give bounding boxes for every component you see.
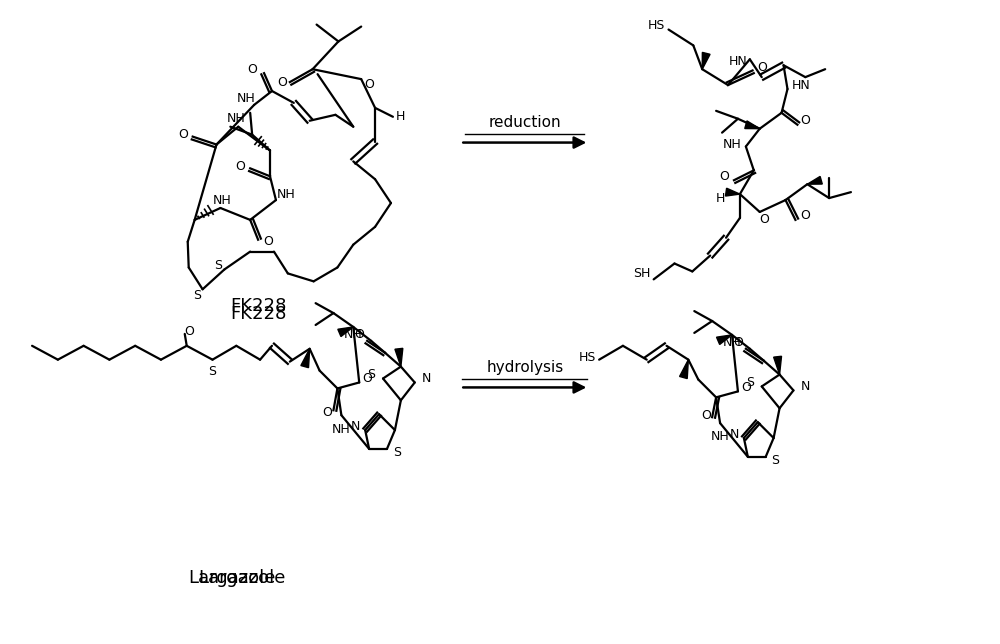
Text: O: O	[800, 114, 810, 128]
Text: O: O	[719, 170, 729, 183]
Text: S: S	[746, 376, 754, 389]
Text: HS: HS	[648, 19, 665, 32]
Text: O: O	[741, 381, 751, 394]
Text: S: S	[393, 446, 401, 459]
Text: O: O	[184, 325, 194, 338]
Text: O: O	[178, 128, 188, 141]
Text: NH: NH	[723, 138, 741, 151]
Text: NH: NH	[711, 430, 729, 444]
Text: reduction: reduction	[488, 115, 561, 129]
Polygon shape	[774, 356, 782, 375]
Text: NH: NH	[213, 194, 232, 207]
Text: H: H	[396, 110, 406, 123]
Text: HN: HN	[729, 55, 747, 68]
Polygon shape	[702, 52, 710, 69]
Text: NH: NH	[332, 422, 351, 435]
Text: NH: NH	[344, 328, 363, 341]
Text: SH: SH	[633, 267, 650, 280]
Text: O: O	[323, 406, 332, 419]
Text: Largazole: Largazole	[199, 569, 286, 587]
Text: Largazole: Largazole	[189, 569, 276, 587]
Polygon shape	[717, 335, 732, 345]
Text: NH: NH	[237, 93, 256, 106]
Text: FK228: FK228	[230, 297, 286, 315]
Text: O: O	[277, 75, 287, 89]
Text: S: S	[772, 454, 780, 468]
Text: O: O	[800, 209, 810, 222]
Text: S: S	[209, 365, 217, 378]
Text: O: O	[364, 77, 374, 91]
Text: N: N	[422, 372, 431, 385]
Text: S: S	[367, 368, 375, 381]
Text: H: H	[715, 191, 725, 205]
Text: N: N	[729, 428, 739, 440]
Text: O: O	[701, 409, 711, 422]
Text: S: S	[214, 259, 222, 272]
Text: O: O	[759, 213, 769, 227]
Polygon shape	[745, 121, 760, 129]
Text: FK228: FK228	[230, 305, 286, 323]
Text: N: N	[801, 380, 810, 393]
Text: HN: HN	[792, 79, 811, 91]
Polygon shape	[338, 327, 353, 337]
Text: hydrolysis: hydrolysis	[486, 359, 563, 375]
Text: NH: NH	[723, 336, 741, 349]
Text: O: O	[247, 62, 257, 76]
Polygon shape	[807, 176, 822, 184]
Text: O: O	[733, 336, 743, 349]
Text: NH: NH	[276, 187, 295, 201]
Text: NH: NH	[227, 112, 246, 126]
Text: O: O	[362, 372, 372, 385]
Text: O: O	[757, 61, 767, 73]
Polygon shape	[680, 359, 688, 379]
Polygon shape	[395, 348, 403, 366]
Text: N: N	[351, 420, 360, 433]
Text: S: S	[193, 289, 201, 302]
Text: O: O	[354, 328, 364, 341]
Text: O: O	[263, 235, 273, 248]
Polygon shape	[301, 349, 310, 368]
Text: O: O	[235, 160, 245, 173]
Text: HS: HS	[579, 351, 596, 365]
Polygon shape	[725, 188, 740, 196]
